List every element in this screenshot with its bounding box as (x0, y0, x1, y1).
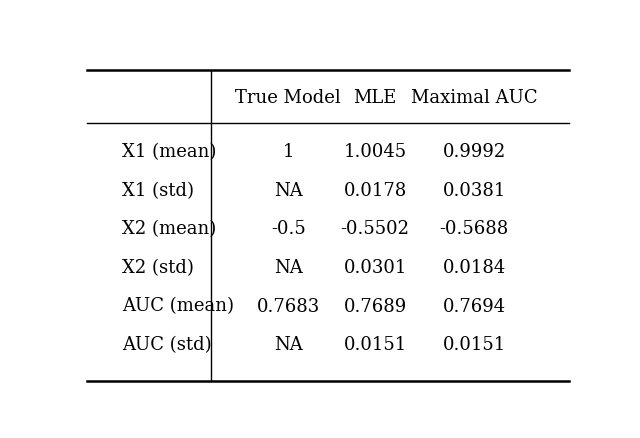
Text: NA: NA (274, 181, 303, 199)
Text: 0.0301: 0.0301 (344, 258, 407, 276)
Text: MLE: MLE (353, 89, 397, 107)
Text: 0.7694: 0.7694 (443, 297, 506, 315)
Text: 0.0381: 0.0381 (443, 181, 506, 199)
Text: X1 (mean): X1 (mean) (122, 143, 216, 161)
Text: 0.7683: 0.7683 (257, 297, 320, 315)
Text: 0.0151: 0.0151 (443, 336, 506, 353)
Text: AUC (mean): AUC (mean) (122, 297, 234, 315)
Text: X1 (std): X1 (std) (122, 181, 194, 199)
Text: AUC (std): AUC (std) (122, 336, 212, 353)
Text: 1.0045: 1.0045 (344, 143, 406, 161)
Text: X2 (mean): X2 (mean) (122, 220, 216, 238)
Text: 1: 1 (283, 143, 294, 161)
Text: 0.7689: 0.7689 (344, 297, 407, 315)
Text: 0.0151: 0.0151 (344, 336, 407, 353)
Text: 0.9992: 0.9992 (443, 143, 506, 161)
Text: Maximal AUC: Maximal AUC (411, 89, 538, 107)
Text: X2 (std): X2 (std) (122, 258, 194, 276)
Text: -0.5502: -0.5502 (340, 220, 410, 238)
Text: -0.5688: -0.5688 (440, 220, 509, 238)
Text: -0.5: -0.5 (271, 220, 306, 238)
Text: 0.0184: 0.0184 (443, 258, 506, 276)
Text: True Model: True Model (236, 89, 341, 107)
Text: NA: NA (274, 336, 303, 353)
Text: 0.0178: 0.0178 (344, 181, 407, 199)
Text: NA: NA (274, 258, 303, 276)
